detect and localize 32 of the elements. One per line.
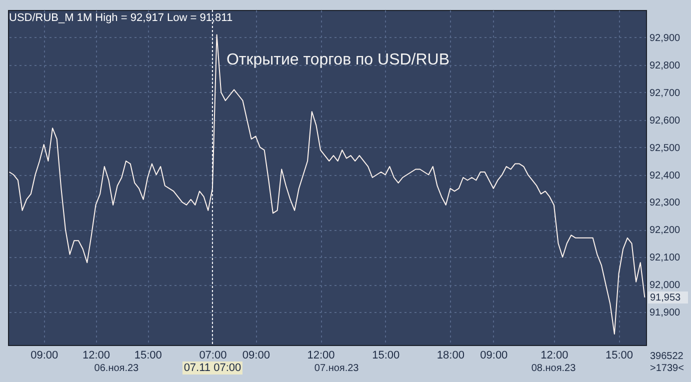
y-tick-label: 92,200 [650, 225, 681, 236]
x-tick-label: 12:00 [82, 350, 110, 362]
y-tick-label: 92,900 [650, 32, 681, 44]
y-tick-label: 91,900 [650, 308, 681, 319]
x-tick-label: 12:00 [540, 350, 568, 362]
ref-line-label: 07.11 07:00 [184, 362, 242, 374]
y-tick-label: 92,000 [650, 280, 681, 292]
x-tick-label: 18:00 [436, 350, 464, 362]
text: 396522 [650, 351, 684, 362]
annotation: Открытие торгов по USD/RUB [226, 51, 450, 68]
y-tick-label: 92,400 [650, 170, 681, 182]
text: 91,953 [650, 292, 682, 304]
y-tick-label: 92,500 [650, 142, 681, 154]
y-tick-label: 92,600 [650, 115, 681, 126]
text: 07.ноя.23 [314, 363, 360, 374]
x-tick-label: 09:00 [242, 350, 270, 362]
x-tick-label: 12:00 [307, 350, 335, 362]
x-tick-label: 15:00 [606, 350, 634, 362]
y-tick-label: 92,700 [650, 88, 681, 99]
x-tick-label: 15:00 [372, 350, 400, 362]
text: 08.ноя.23 [531, 363, 576, 374]
x-tick-label: 07:00 [199, 350, 227, 362]
y-tick-label: 92,100 [650, 252, 681, 264]
x-tick-label: 09:00 [480, 350, 508, 362]
x-tick-label: 09:00 [30, 350, 58, 362]
text: 06.ноя.23 [94, 363, 140, 374]
y-tick-label: 92,300 [650, 198, 681, 209]
y-tick-label: 92,800 [650, 60, 681, 72]
chart-title: USD/RUB_M 1M High = 92,917 Low = 91,811 [9, 12, 233, 24]
line-series [8, 34, 646, 335]
text: >1739< [650, 363, 684, 374]
x-tick-label: 15:00 [134, 350, 162, 362]
